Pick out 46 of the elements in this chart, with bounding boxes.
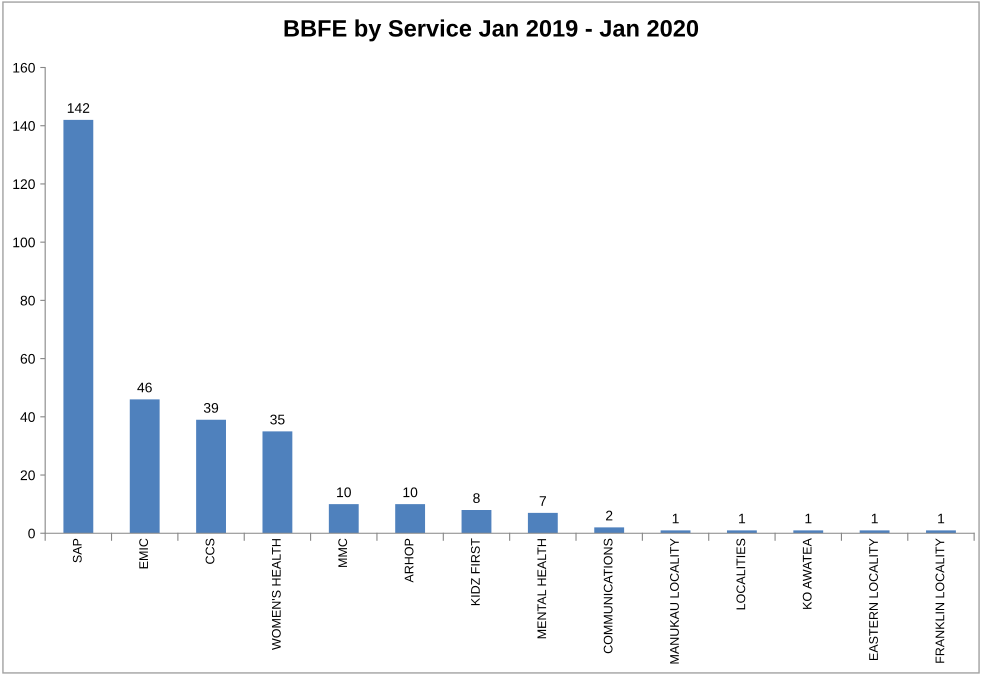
data-label: 46 (137, 382, 152, 392)
x-tick-label: COMMUNICATIONS (604, 538, 613, 654)
y-tick-label: 0 (28, 528, 35, 538)
x-tick-label: MANUKAU LOCALITY (670, 538, 679, 664)
y-tick-label: 60 (20, 354, 35, 364)
bar (262, 431, 292, 534)
x-tick-label: EMIC (139, 538, 148, 568)
data-label: 1 (805, 514, 812, 524)
x-tick-label: KIDZ FIRST (470, 538, 480, 606)
data-label: 35 (270, 414, 285, 424)
data-label: 1 (739, 514, 746, 524)
data-label: 10 (337, 487, 351, 498)
data-label: 10 (403, 487, 418, 498)
data-label: 1 (938, 514, 944, 524)
data-label: 1 (672, 514, 679, 524)
data-label: 39 (204, 402, 218, 413)
data-label: 7 (540, 496, 546, 506)
y-tick-label: 100 (13, 237, 35, 248)
y-tick-label: 120 (13, 179, 35, 190)
bar (328, 504, 359, 534)
x-tick-label: EASTERN LOCALITY (869, 538, 878, 660)
y-tick-label: 40 (20, 412, 35, 422)
bar (528, 512, 558, 534)
bar (130, 399, 160, 534)
y-tick-label: 20 (20, 470, 35, 480)
data-label: 8 (473, 493, 480, 504)
data-label: 2 (606, 510, 612, 520)
y-tick-label: 140 (13, 121, 35, 131)
bar (395, 504, 426, 534)
data-label: 142 (68, 103, 90, 113)
y-tick-label: 160 (13, 62, 35, 73)
bar (196, 420, 226, 534)
x-tick-label: SAP (72, 538, 82, 563)
y-tick-label: 80 (20, 296, 35, 306)
x-tick-label: FRANKLIN LOCALITY (935, 538, 944, 663)
bar (462, 510, 492, 534)
chart-title: BBFE by Service Jan 2019 - Jan 2020 (284, 19, 698, 42)
bar (63, 120, 94, 534)
x-tick-label: LOCALITIES (736, 538, 746, 610)
x-tick-label: ARHOP (404, 538, 414, 583)
x-tick-label: KO AWATEA (802, 538, 812, 609)
x-tick-label: MMC (338, 538, 348, 567)
x-tick-label: CCS (206, 538, 214, 564)
data-label: 1 (872, 514, 878, 524)
x-tick-label: WOMEN'S HEALTH (272, 539, 281, 650)
x-tick-label: MENTAL HEALTH (537, 539, 546, 638)
